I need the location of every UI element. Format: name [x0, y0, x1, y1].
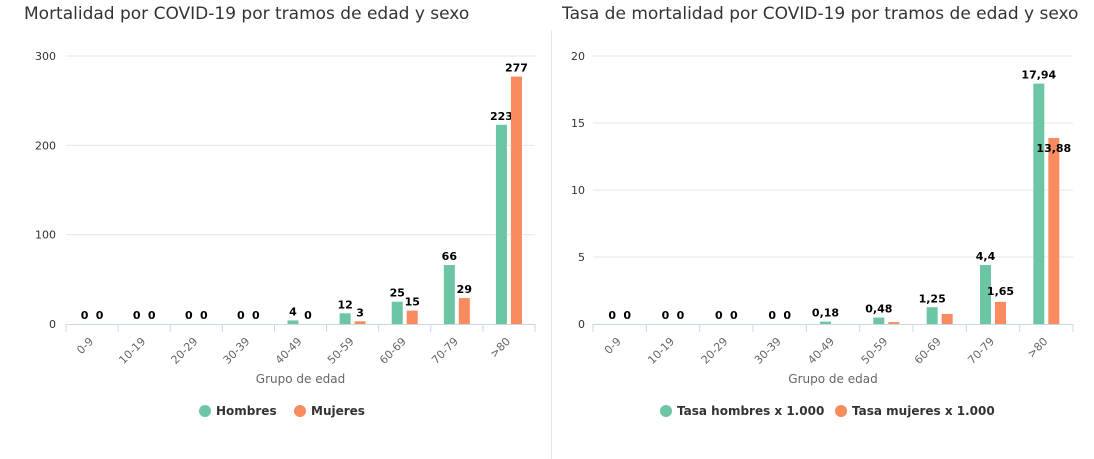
y-tick-label: 15 [571, 117, 585, 130]
data-label: 13,88 [1036, 142, 1071, 155]
bar-series-b[interactable] [458, 298, 470, 324]
y-tick-label: 300 [35, 50, 56, 63]
chart-panel-mortalidad: Mortalidad por COVID-19 por tramos de ed… [24, 4, 536, 418]
data-label: 25 [390, 287, 405, 300]
legend-marker[interactable] [660, 405, 672, 417]
chart-panel-tasa: Tasa de mortalidad por COVID-19 por tram… [547, 0, 1094, 459]
bar-series-a[interactable] [287, 320, 299, 324]
data-label: 0 [623, 309, 631, 322]
x-tick-label: 60-69 [912, 335, 944, 367]
x-tick-label: 0-9 [74, 335, 96, 357]
bar-series-a[interactable] [926, 307, 938, 324]
data-label: 4,4 [976, 250, 996, 263]
bar-series-b[interactable] [941, 313, 953, 324]
data-label: 0,48 [865, 303, 892, 316]
data-label: 277 [505, 62, 528, 75]
bar-series-a[interactable] [820, 321, 831, 324]
data-label: 0 [96, 309, 104, 322]
data-label: 1,65 [987, 285, 1014, 298]
x-tick-label: >80 [487, 335, 513, 361]
x-tick-label: >80 [1025, 335, 1051, 361]
data-label: 3 [356, 306, 364, 319]
legend-item-label[interactable]: Tasa hombres x 1.000 [677, 404, 824, 418]
x-tick-label: 30-39 [752, 335, 784, 367]
data-label: 0 [662, 309, 670, 322]
panel-divider [551, 30, 552, 459]
data-label: 0 [200, 309, 208, 322]
data-label: 0 [715, 309, 723, 322]
x-axis-title: Grupo de edad [256, 372, 345, 386]
bar-series-a[interactable] [443, 265, 455, 324]
y-tick-label: 20 [571, 50, 585, 63]
x-tick-label: 20-29 [169, 335, 201, 367]
x-tick-label: 0-9 [602, 335, 624, 357]
x-tick-label: 10-19 [645, 335, 677, 367]
data-label: 1,25 [919, 292, 946, 305]
data-label: 223 [490, 110, 513, 123]
data-label: 0 [783, 309, 791, 322]
y-tick-label: 100 [35, 229, 56, 242]
data-label: 0 [81, 309, 89, 322]
data-label: 29 [457, 283, 472, 296]
bar-series-a[interactable] [495, 124, 507, 324]
legend-item-label[interactable]: Hombres [216, 404, 277, 418]
bar-series-a[interactable] [980, 265, 991, 324]
data-label: 17,94 [1021, 69, 1056, 82]
data-label: 0 [185, 309, 193, 322]
bar-series-b[interactable] [510, 76, 522, 325]
legend-marker[interactable] [294, 405, 306, 417]
bar-series-b[interactable] [354, 321, 366, 324]
bar-series-b[interactable] [1048, 138, 1060, 324]
data-label: 0 [237, 309, 245, 322]
y-tick-label: 10 [571, 184, 585, 197]
chart-title: Tasa de mortalidad por COVID-19 por tram… [562, 4, 1079, 24]
data-label: 0 [730, 309, 738, 322]
data-label: 4 [289, 305, 297, 318]
x-tick-label: 70-79 [429, 335, 461, 367]
legend-marker[interactable] [199, 405, 211, 417]
data-label: 66 [442, 250, 458, 263]
x-tick-label: 50-59 [325, 335, 357, 367]
data-label: 0,18 [812, 307, 839, 320]
bar-series-b[interactable] [995, 301, 1006, 324]
x-tick-label: 20-29 [699, 335, 731, 367]
data-label: 0 [768, 309, 776, 322]
x-tick-label: 70-79 [965, 335, 997, 367]
bar-series-b[interactable] [406, 310, 418, 324]
bar-series-a[interactable] [391, 301, 403, 324]
data-label: 0 [148, 309, 156, 322]
x-tick-label: 60-69 [377, 335, 409, 367]
bar-series-b[interactable] [888, 322, 900, 324]
legend-item-label[interactable]: Mujeres [311, 404, 365, 418]
y-tick-label: 0 [49, 318, 56, 331]
y-tick-label: 5 [578, 251, 585, 264]
legend-item-label[interactable]: Tasa mujeres x 1.000 [852, 404, 995, 418]
bar-series-a[interactable] [339, 313, 351, 324]
x-tick-label: 40-49 [273, 335, 305, 367]
x-tick-label: 10-19 [116, 335, 148, 367]
data-label: 0 [608, 309, 616, 322]
bar-series-a[interactable] [1033, 83, 1045, 324]
data-label: 0 [133, 309, 141, 322]
x-tick-label: 50-59 [859, 335, 891, 367]
y-tick-label: 0 [578, 318, 585, 331]
x-axis-title: Grupo de edad [788, 372, 877, 386]
bar-series-a[interactable] [873, 317, 885, 324]
data-label: 15 [405, 296, 420, 309]
chart-title: Mortalidad por COVID-19 por tramos de ed… [24, 4, 470, 24]
y-tick-label: 200 [35, 139, 56, 152]
data-label: 0 [677, 309, 685, 322]
data-label: 0 [252, 309, 260, 322]
x-tick-label: 30-39 [221, 335, 253, 367]
data-label: 0 [304, 309, 312, 322]
legend-marker[interactable] [835, 405, 847, 417]
x-tick-label: 40-49 [805, 335, 837, 367]
data-label: 12 [337, 298, 352, 311]
